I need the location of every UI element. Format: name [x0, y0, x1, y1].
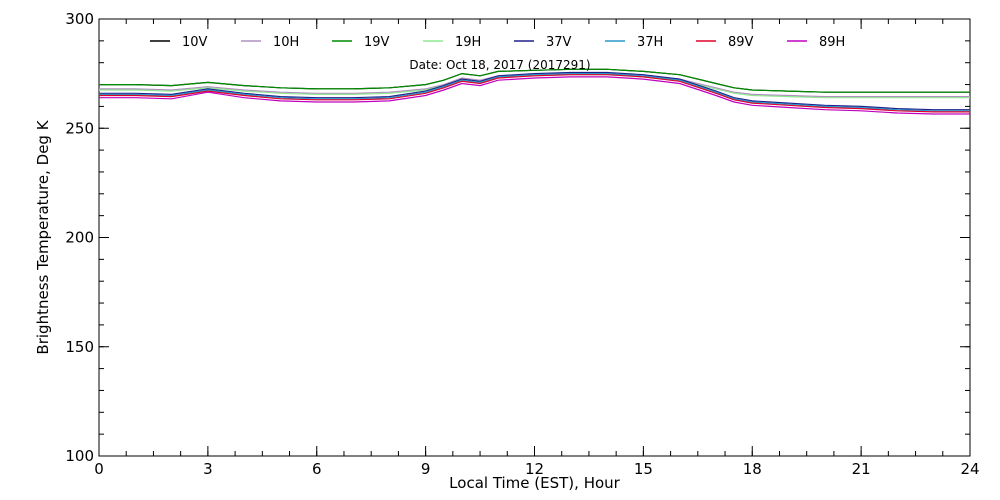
- x-tick-label: 12: [525, 460, 544, 478]
- y-axis-label: Brightness Temperature, Deg K: [34, 119, 52, 354]
- legend-label-19h: 19H: [455, 35, 481, 50]
- series-line-19v: [99, 68, 970, 93]
- y-tick-label: 250: [65, 119, 94, 137]
- legend-label-89v: 89V: [728, 35, 754, 50]
- x-tick-label: 24: [960, 460, 979, 478]
- legend-label-19v: 19V: [364, 35, 390, 50]
- legend-label-37h: 37H: [637, 35, 663, 50]
- x-axis-label: Local Time (EST), Hour: [449, 474, 620, 492]
- series-line-37h: [99, 72, 970, 112]
- y-tick-label: 150: [65, 338, 94, 356]
- x-tick-label: 3: [203, 460, 213, 478]
- x-tick-label: 18: [743, 460, 762, 478]
- series-lines: [99, 68, 970, 115]
- date-annotation: Date: Oct 18, 2017 (2017291): [409, 58, 590, 72]
- x-tick-label: 21: [852, 460, 871, 478]
- legend-label-10v: 10V: [182, 35, 208, 50]
- legend-label-37v: 37V: [546, 35, 572, 50]
- legend-label-89h: 89H: [819, 35, 845, 50]
- legend-label-10h: 10H: [273, 35, 299, 50]
- x-tick-label: 0: [94, 460, 104, 478]
- x-tick-label: 9: [421, 460, 431, 478]
- series-line-89h: [99, 76, 970, 115]
- x-tick-label: 15: [634, 460, 653, 478]
- series-line-37v: [99, 71, 970, 111]
- y-tick-label: 200: [65, 229, 94, 247]
- series-line-89v: [99, 74, 970, 113]
- x-tick-label: 6: [312, 460, 322, 478]
- y-tick-label: 100: [65, 447, 94, 465]
- axis-ticks: 0 3 6 9 12 15 18 21 24 100 150 200 250 300: [65, 10, 979, 478]
- legend: 10V 10H 19V 19H 37V 37H 89V 89H: [150, 35, 845, 50]
- y-tick-label: 300: [65, 10, 94, 28]
